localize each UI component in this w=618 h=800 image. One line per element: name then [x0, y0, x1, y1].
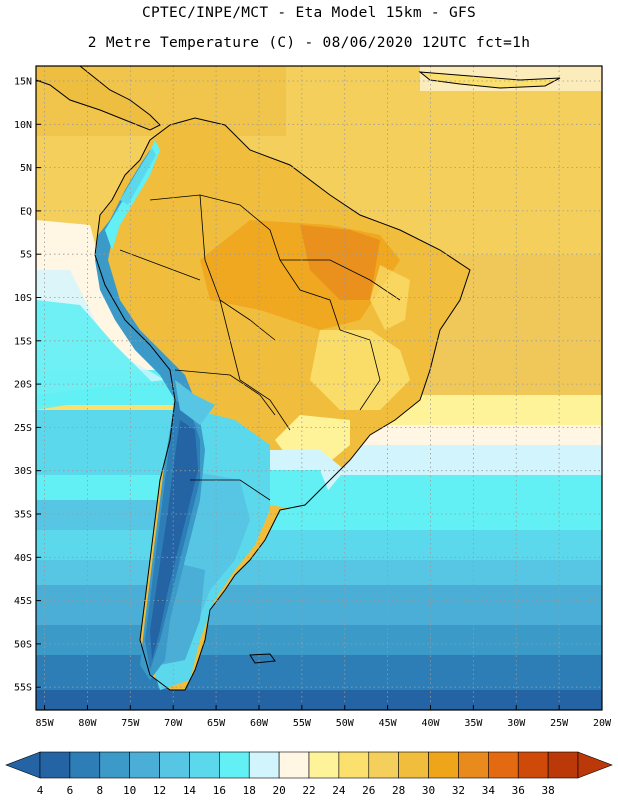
colorbar-swatch — [488, 751, 519, 779]
lat-label: 10N — [14, 120, 32, 131]
colorbar-label: 20 — [272, 784, 285, 797]
colorbar-swatch — [248, 751, 280, 779]
country-borders — [119, 194, 401, 501]
coastlines — [36, 66, 561, 691]
lat-label: 5S — [20, 250, 32, 261]
colorbar-label: 16 — [213, 784, 226, 797]
colorbar-swatch — [368, 751, 399, 779]
colorbar-swatch — [39, 751, 71, 779]
lat-label: 10S — [14, 293, 32, 304]
colorbar-swatch — [398, 751, 429, 779]
colorbar-label: 22 — [302, 784, 315, 797]
colorbar-label: 28 — [392, 784, 405, 797]
map-frame — [35, 65, 603, 711]
lon-label: 45W — [379, 718, 398, 729]
lon-label: 40W — [421, 718, 440, 729]
colorbar-label: 26 — [362, 784, 375, 797]
lat-label: 40S — [14, 553, 32, 564]
colorbar-label: 8 — [96, 784, 103, 797]
colorbar-right-arrow — [577, 751, 613, 779]
lon-label: 20W — [593, 718, 612, 729]
colorbar-swatch — [338, 751, 370, 779]
colorbar-swatch — [189, 751, 220, 779]
lon-label: 75W — [121, 718, 140, 729]
map-subtitle: 2 Metre Temperature (C) - 08/06/2020 12U… — [87, 35, 531, 51]
lon-label: 35W — [464, 718, 483, 729]
lon-label: 65W — [207, 718, 226, 729]
colorbar-label: 36 — [512, 784, 525, 797]
lon-label: 60W — [250, 718, 269, 729]
colorbar-swatch — [129, 751, 160, 779]
colorbar-swatch — [428, 751, 459, 779]
colorbar-label: 30 — [422, 784, 435, 797]
colorbar-label: 24 — [332, 784, 346, 797]
lon-label: 25W — [550, 718, 569, 729]
colorbar-swatch — [458, 751, 489, 779]
map-title: CPTEC/INPE/MCT - Eta Model 15km - GFS — [141, 5, 477, 21]
colorbar-swatch — [99, 751, 130, 779]
longitude-ticks: 85W 80W 75W 70W 65W 60W 55W 50W 45W 40W 35W 30W 25W 2… — [36, 705, 612, 729]
lat-label: 20S — [14, 380, 32, 391]
colorbar-label: 38 — [541, 784, 554, 797]
colorbar-label: 12 — [153, 784, 166, 797]
colorbar-swatch — [547, 751, 579, 779]
temperature-field — [36, 66, 602, 710]
lon-label: 80W — [78, 718, 97, 729]
colorbar-swatch — [308, 751, 340, 779]
lat-label: 50S — [14, 639, 32, 650]
lat-label: 15N — [14, 77, 32, 88]
colorbar-left-arrow — [5, 751, 41, 779]
colorbar-swatch — [278, 751, 310, 779]
graticule — [36, 66, 603, 710]
latitude-ticks: 15N 10N 5N EQ 5S 10S 15S 20S 25S 30S 35S 40S 45S 50S 5… — [14, 77, 41, 694]
colorbar-swatch — [219, 751, 250, 779]
lon-label: 55W — [293, 718, 312, 729]
lat-label: 25S — [14, 423, 32, 434]
lat-label: 45S — [14, 596, 32, 607]
lat-label: 35S — [14, 510, 32, 521]
colorbar-label: 6 — [67, 784, 74, 797]
colorbar-label: 18 — [243, 784, 256, 797]
colorbar-label: 34 — [482, 784, 496, 797]
colorbar-swatch — [159, 751, 190, 779]
colorbar-label: 10 — [123, 784, 136, 797]
lon-label: 50W — [336, 718, 355, 729]
lon-label: 30W — [507, 718, 526, 729]
colorbar-swatch — [517, 751, 549, 779]
colorbar: 4 6 8 10 12 14 16 18 20 22 24 26 28 30 32 34 36 38 — [5, 751, 613, 797]
colorbar-label: 14 — [183, 784, 197, 797]
colorbar-swatch — [69, 751, 101, 779]
lat-label: 55S — [14, 683, 32, 694]
colorbar-label: 32 — [452, 784, 465, 797]
lat-label: EQ — [20, 206, 32, 217]
lon-label: 70W — [164, 718, 183, 729]
lat-label: 15S — [14, 336, 32, 347]
lon-label: 85W — [36, 718, 55, 729]
lat-label: 30S — [14, 466, 32, 477]
lat-label: 5N — [20, 163, 32, 174]
colorbar-label: 4 — [37, 784, 44, 797]
